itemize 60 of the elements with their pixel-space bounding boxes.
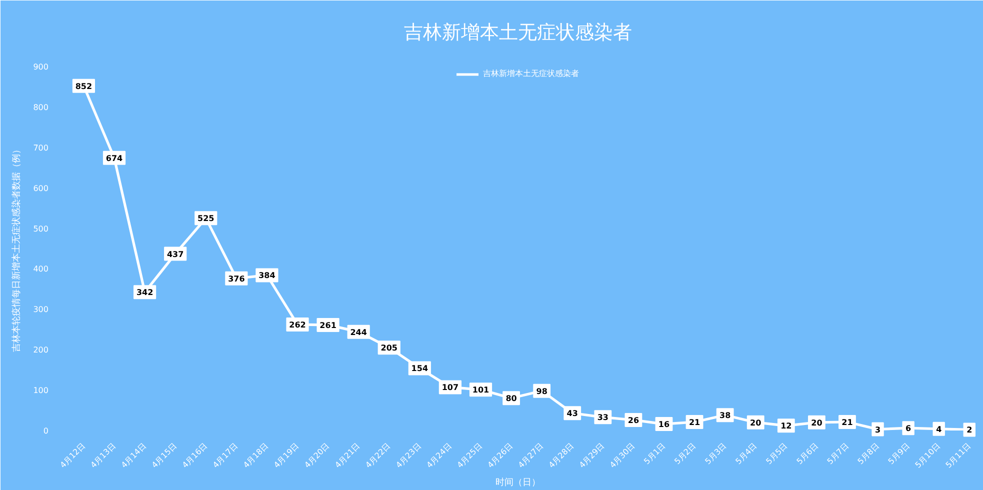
data-label: 38 bbox=[720, 411, 732, 420]
data-label: 33 bbox=[597, 413, 608, 422]
data-label: 21 bbox=[842, 418, 854, 428]
data-label: 3 bbox=[874, 425, 881, 434]
y-tick-label: 200 bbox=[33, 346, 49, 355]
x-tick-label: 5月8日 bbox=[856, 441, 881, 466]
y-tick-label: 700 bbox=[33, 143, 49, 152]
x-tick-label: 5月2日 bbox=[672, 441, 698, 466]
y-tick-label: 100 bbox=[33, 386, 49, 396]
x-tick-label: 5月3日 bbox=[703, 441, 728, 466]
data-label: 16 bbox=[658, 420, 670, 430]
data-label: 21 bbox=[688, 418, 701, 428]
data-label: 80 bbox=[506, 394, 518, 404]
x-tick-label: 5月11日 bbox=[944, 441, 973, 470]
x-tick-label: 5月5日 bbox=[764, 441, 790, 466]
data-label: 6 bbox=[906, 424, 912, 434]
y-tick-label: 400 bbox=[33, 264, 49, 274]
x-tick-label: 5月4日 bbox=[734, 441, 759, 466]
data-label: 43 bbox=[566, 409, 578, 418]
x-tick-label: 4月13日 bbox=[88, 441, 118, 470]
y-tick-label: 300 bbox=[33, 305, 49, 314]
y-tick-label: 900 bbox=[33, 62, 49, 72]
data-label: 2 bbox=[966, 426, 972, 435]
x-tick-label: 4月18日 bbox=[242, 441, 270, 470]
x-tick-label: 4月28日 bbox=[547, 441, 576, 470]
x-tick-label: 4月20日 bbox=[302, 441, 332, 470]
y-tick-label: 600 bbox=[33, 184, 49, 193]
x-tick-label: 4月17日 bbox=[211, 441, 240, 470]
x-tick-label: 4月30日 bbox=[608, 441, 637, 470]
data-label: 12 bbox=[780, 422, 792, 431]
data-label: 20 bbox=[811, 418, 823, 428]
chart-title: 吉林新增本土无症状感染者 bbox=[404, 22, 632, 44]
data-label: 98 bbox=[536, 386, 548, 396]
x-tick-label: 4月27日 bbox=[516, 441, 546, 470]
x-tick-label: 5月10日 bbox=[914, 441, 942, 470]
data-label: 26 bbox=[628, 416, 640, 425]
x-tick-label: 4月29日 bbox=[578, 441, 606, 470]
data-label: 20 bbox=[750, 418, 762, 428]
x-tick-label: 4月21日 bbox=[333, 441, 362, 470]
x-tick-label: 4月25日 bbox=[455, 441, 484, 470]
x-tick-label: 4月15日 bbox=[150, 441, 179, 470]
data-label: 4 bbox=[936, 424, 942, 434]
x-tick-label: 4月12日 bbox=[58, 441, 87, 470]
x-tick-label: 5月1日 bbox=[642, 441, 668, 466]
y-tick-label: 800 bbox=[33, 102, 49, 112]
x-tick-label: 5月9日 bbox=[886, 441, 912, 466]
x-tick-label: 4月23日 bbox=[394, 441, 423, 470]
x-tick-label: 5月6日 bbox=[794, 441, 820, 466]
x-axis-title: 时间（日） bbox=[496, 476, 540, 488]
x-tick-label: 4月24日 bbox=[424, 441, 454, 470]
y-axis-title: 吉林本轮疫情每日新增本土无症状感染者数据（例） bbox=[11, 145, 22, 352]
y-tick-label: 0 bbox=[43, 426, 49, 436]
x-tick-label: 4月14日 bbox=[120, 441, 148, 470]
x-tick-label: 4月22日 bbox=[364, 441, 392, 470]
y-tick-label: 500 bbox=[33, 224, 49, 234]
legend-label: 吉林新增本土无症状感染者 bbox=[483, 68, 579, 79]
x-tick-label: 5月7日 bbox=[826, 441, 850, 466]
x-tick-label: 4月16日 bbox=[180, 441, 210, 470]
x-tick-label: 4月19日 bbox=[272, 441, 301, 470]
x-tick-label: 4月26日 bbox=[486, 441, 514, 470]
